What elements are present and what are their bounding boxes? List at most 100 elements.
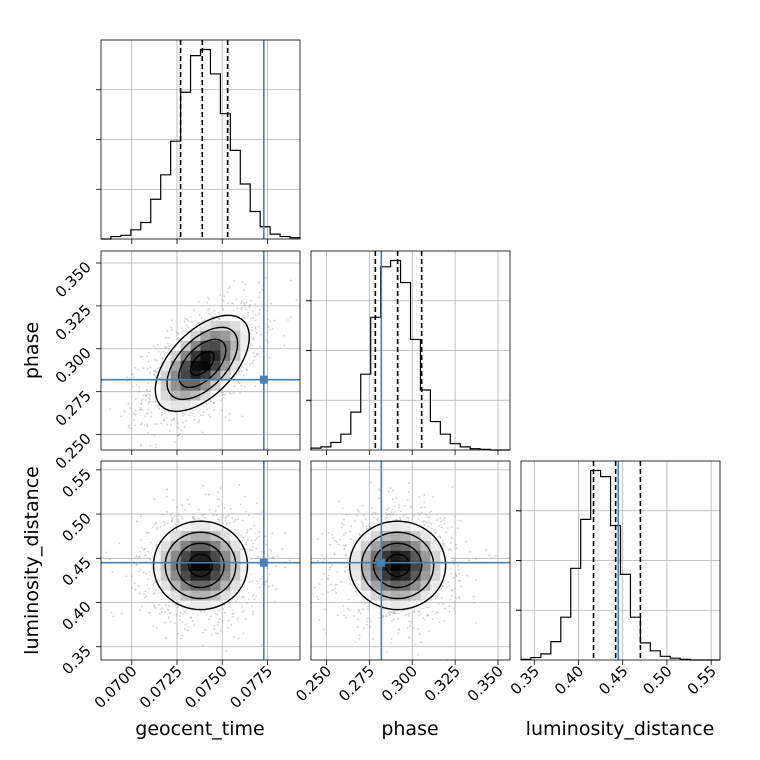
density-cell xyxy=(200,380,211,391)
scatter-point xyxy=(457,564,460,567)
scatter-point xyxy=(354,640,357,643)
scatter-point xyxy=(368,605,371,608)
density-cell xyxy=(350,580,362,591)
scatter-point xyxy=(157,350,160,353)
scatter-point xyxy=(218,318,221,320)
scatter-point xyxy=(334,553,336,556)
density-cell xyxy=(220,370,231,381)
scatter-point xyxy=(416,628,419,630)
scatter-point xyxy=(208,508,211,511)
scatter-point xyxy=(160,414,163,416)
scatter-point xyxy=(256,557,259,560)
scatter-point xyxy=(274,601,277,603)
scatter-point xyxy=(124,411,126,414)
scatter-point xyxy=(161,607,164,610)
density-cell xyxy=(380,590,391,601)
scatter-point xyxy=(149,400,151,403)
scatter-point xyxy=(170,520,173,523)
scatter-point xyxy=(221,391,224,394)
scatter-point xyxy=(147,408,150,411)
scatter-point xyxy=(436,612,439,615)
density-cell xyxy=(180,560,191,571)
scatter-point xyxy=(345,513,347,516)
scatter-point xyxy=(109,408,112,410)
scatter-point xyxy=(360,601,363,604)
scatter-point xyxy=(420,641,423,644)
scatter-point xyxy=(467,559,470,562)
scatter-point xyxy=(353,614,355,617)
scatter-point xyxy=(295,298,298,301)
scatter-point xyxy=(165,604,168,606)
scatter-point xyxy=(223,295,226,298)
scatter-point xyxy=(328,568,331,571)
scatter-point xyxy=(240,308,242,311)
scatter-point xyxy=(222,394,225,396)
density-cell xyxy=(400,600,411,611)
scatter-point xyxy=(164,521,166,524)
scatter-point xyxy=(252,316,255,319)
density-cell xyxy=(220,550,231,561)
scatter-point xyxy=(230,624,233,626)
scatter-point xyxy=(439,536,442,539)
scatter-point xyxy=(155,370,157,373)
scatter-point xyxy=(148,372,151,374)
scatter-point xyxy=(143,593,146,596)
scatter-point xyxy=(247,315,249,318)
scatter-point xyxy=(264,535,267,537)
scatter-point xyxy=(193,624,196,627)
scatter-point xyxy=(453,587,456,590)
x-tick-label-geocent_time: 0.0775 xyxy=(226,662,276,712)
density-cell xyxy=(170,530,181,541)
scatter-point xyxy=(149,571,152,573)
scatter-point xyxy=(217,505,220,508)
scatter-point xyxy=(361,504,364,507)
scatter-point xyxy=(239,392,241,395)
scatter-point xyxy=(163,418,166,421)
scatter-point xyxy=(167,522,169,525)
scatter-point xyxy=(407,482,410,485)
scatter-point xyxy=(392,618,395,621)
scatter-point xyxy=(368,617,371,620)
scatter-point xyxy=(210,315,213,318)
scatter-point xyxy=(385,512,387,514)
scatter-point xyxy=(154,423,157,426)
density-cell xyxy=(380,530,391,541)
scatter-point xyxy=(176,506,178,509)
density-cell xyxy=(170,380,181,391)
scatter-point xyxy=(289,279,292,282)
scatter-point xyxy=(166,488,169,491)
scatter-point xyxy=(169,424,172,426)
scatter-point xyxy=(252,359,255,362)
density-cell xyxy=(230,360,241,371)
scatter-point xyxy=(143,548,146,551)
scatter-point xyxy=(444,607,446,610)
scatter-point xyxy=(213,402,216,405)
scatter-point xyxy=(208,298,210,301)
scatter-point xyxy=(242,374,245,377)
scatter-point xyxy=(177,514,180,517)
scatter-point xyxy=(261,575,264,578)
scatter-point xyxy=(147,432,150,434)
scatter-point xyxy=(237,370,240,373)
scatter-point xyxy=(170,326,173,329)
density-cell xyxy=(160,390,171,401)
density-cell xyxy=(170,370,181,381)
scatter-point xyxy=(178,618,181,621)
scatter-point xyxy=(430,510,433,513)
scatter-point xyxy=(181,620,184,623)
scatter-point xyxy=(218,317,221,320)
scatter-point xyxy=(183,412,186,415)
density-cell xyxy=(230,320,241,331)
panel-frame xyxy=(100,460,301,661)
scatter-point xyxy=(135,563,138,566)
histogram-panel-phase xyxy=(306,250,511,451)
scatter-point xyxy=(175,528,178,531)
scatter-point xyxy=(333,539,336,542)
scatter-point xyxy=(233,392,236,395)
scatter-point xyxy=(153,434,156,436)
scatter-point xyxy=(358,637,360,640)
density-cell xyxy=(420,560,431,571)
density-cell xyxy=(210,600,221,611)
scatter-point xyxy=(143,424,146,426)
contour-line xyxy=(189,350,215,377)
